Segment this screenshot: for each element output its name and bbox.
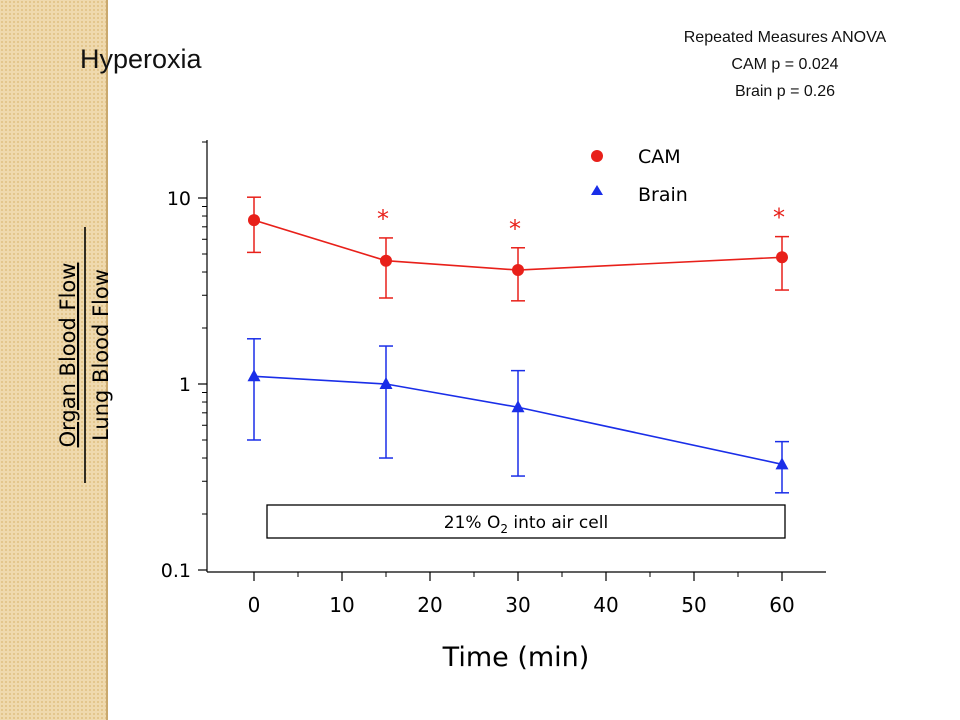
y-tick-label-1: 1 [179,374,191,396]
side-strip-edge [106,0,108,720]
brain-series-line [253,375,783,466]
x-tick-label-10: 10 [329,593,354,617]
y-tick-label-0: 0.1 [161,560,191,582]
slide-title: Hyperoxia [80,44,202,74]
x-tick-label-50: 50 [681,593,706,617]
x-tick-label-30: 30 [505,593,530,617]
cam-significance-60: * [773,204,785,232]
y-axis-title: Organ Blood Flow Lung Blood Flow [56,227,113,483]
legend-cam-marker [591,150,603,162]
series-lines [253,219,783,466]
legend: CAM Brain [591,146,688,206]
brain-point-60 [775,457,789,470]
annotation-box: 21% O2 into air cell [266,504,786,539]
legend-cam-label: CAM [638,146,681,168]
y-axis-title-numerator: Organ Blood Flow [56,263,80,448]
stats-annotation: Repeated Measures ANOVA CAM p = 0.024 Br… [620,24,950,105]
cam-point-15 [380,254,392,267]
legend-brain-marker [591,185,603,195]
cam-point-0 [248,214,260,227]
stats-line-brain: Brain p = 0.26 [734,83,836,100]
brain-point-30 [511,400,525,413]
brain-point-15 [379,377,393,389]
axis-ticks: 0 10 20 30 40 50 60 0.1 1 10 [161,141,795,617]
x-tick-label-0: 0 [248,593,261,617]
y-axis-title-denominator: Lung Blood Flow [89,269,113,441]
significance-markers: * * * [377,204,785,243]
cam-significance-15: * [377,205,389,233]
decorative-side-strip [0,0,106,720]
cam-point-60 [776,251,788,264]
brain-point-0 [247,369,261,382]
legend-brain-label: Brain [638,184,688,206]
x-tick-label-60: 60 [769,593,794,617]
chart-axes [206,140,826,573]
annotation-frame [266,504,786,539]
cam-significance-30: * [509,215,521,243]
stats-line-test: Repeated Measures ANOVA [683,29,887,46]
stats-line-cam: CAM p = 0.024 [731,56,839,73]
annotation-text: 21% O2 into air cell [444,513,608,536]
y-tick-label-2: 10 [167,188,191,210]
cam-point-30 [512,264,524,277]
data-markers [247,214,789,470]
x-axis-title: Time (min) [442,642,590,673]
x-tick-label-40: 40 [593,593,618,617]
x-tick-label-20: 20 [417,593,442,617]
cam-series-line [253,219,783,271]
